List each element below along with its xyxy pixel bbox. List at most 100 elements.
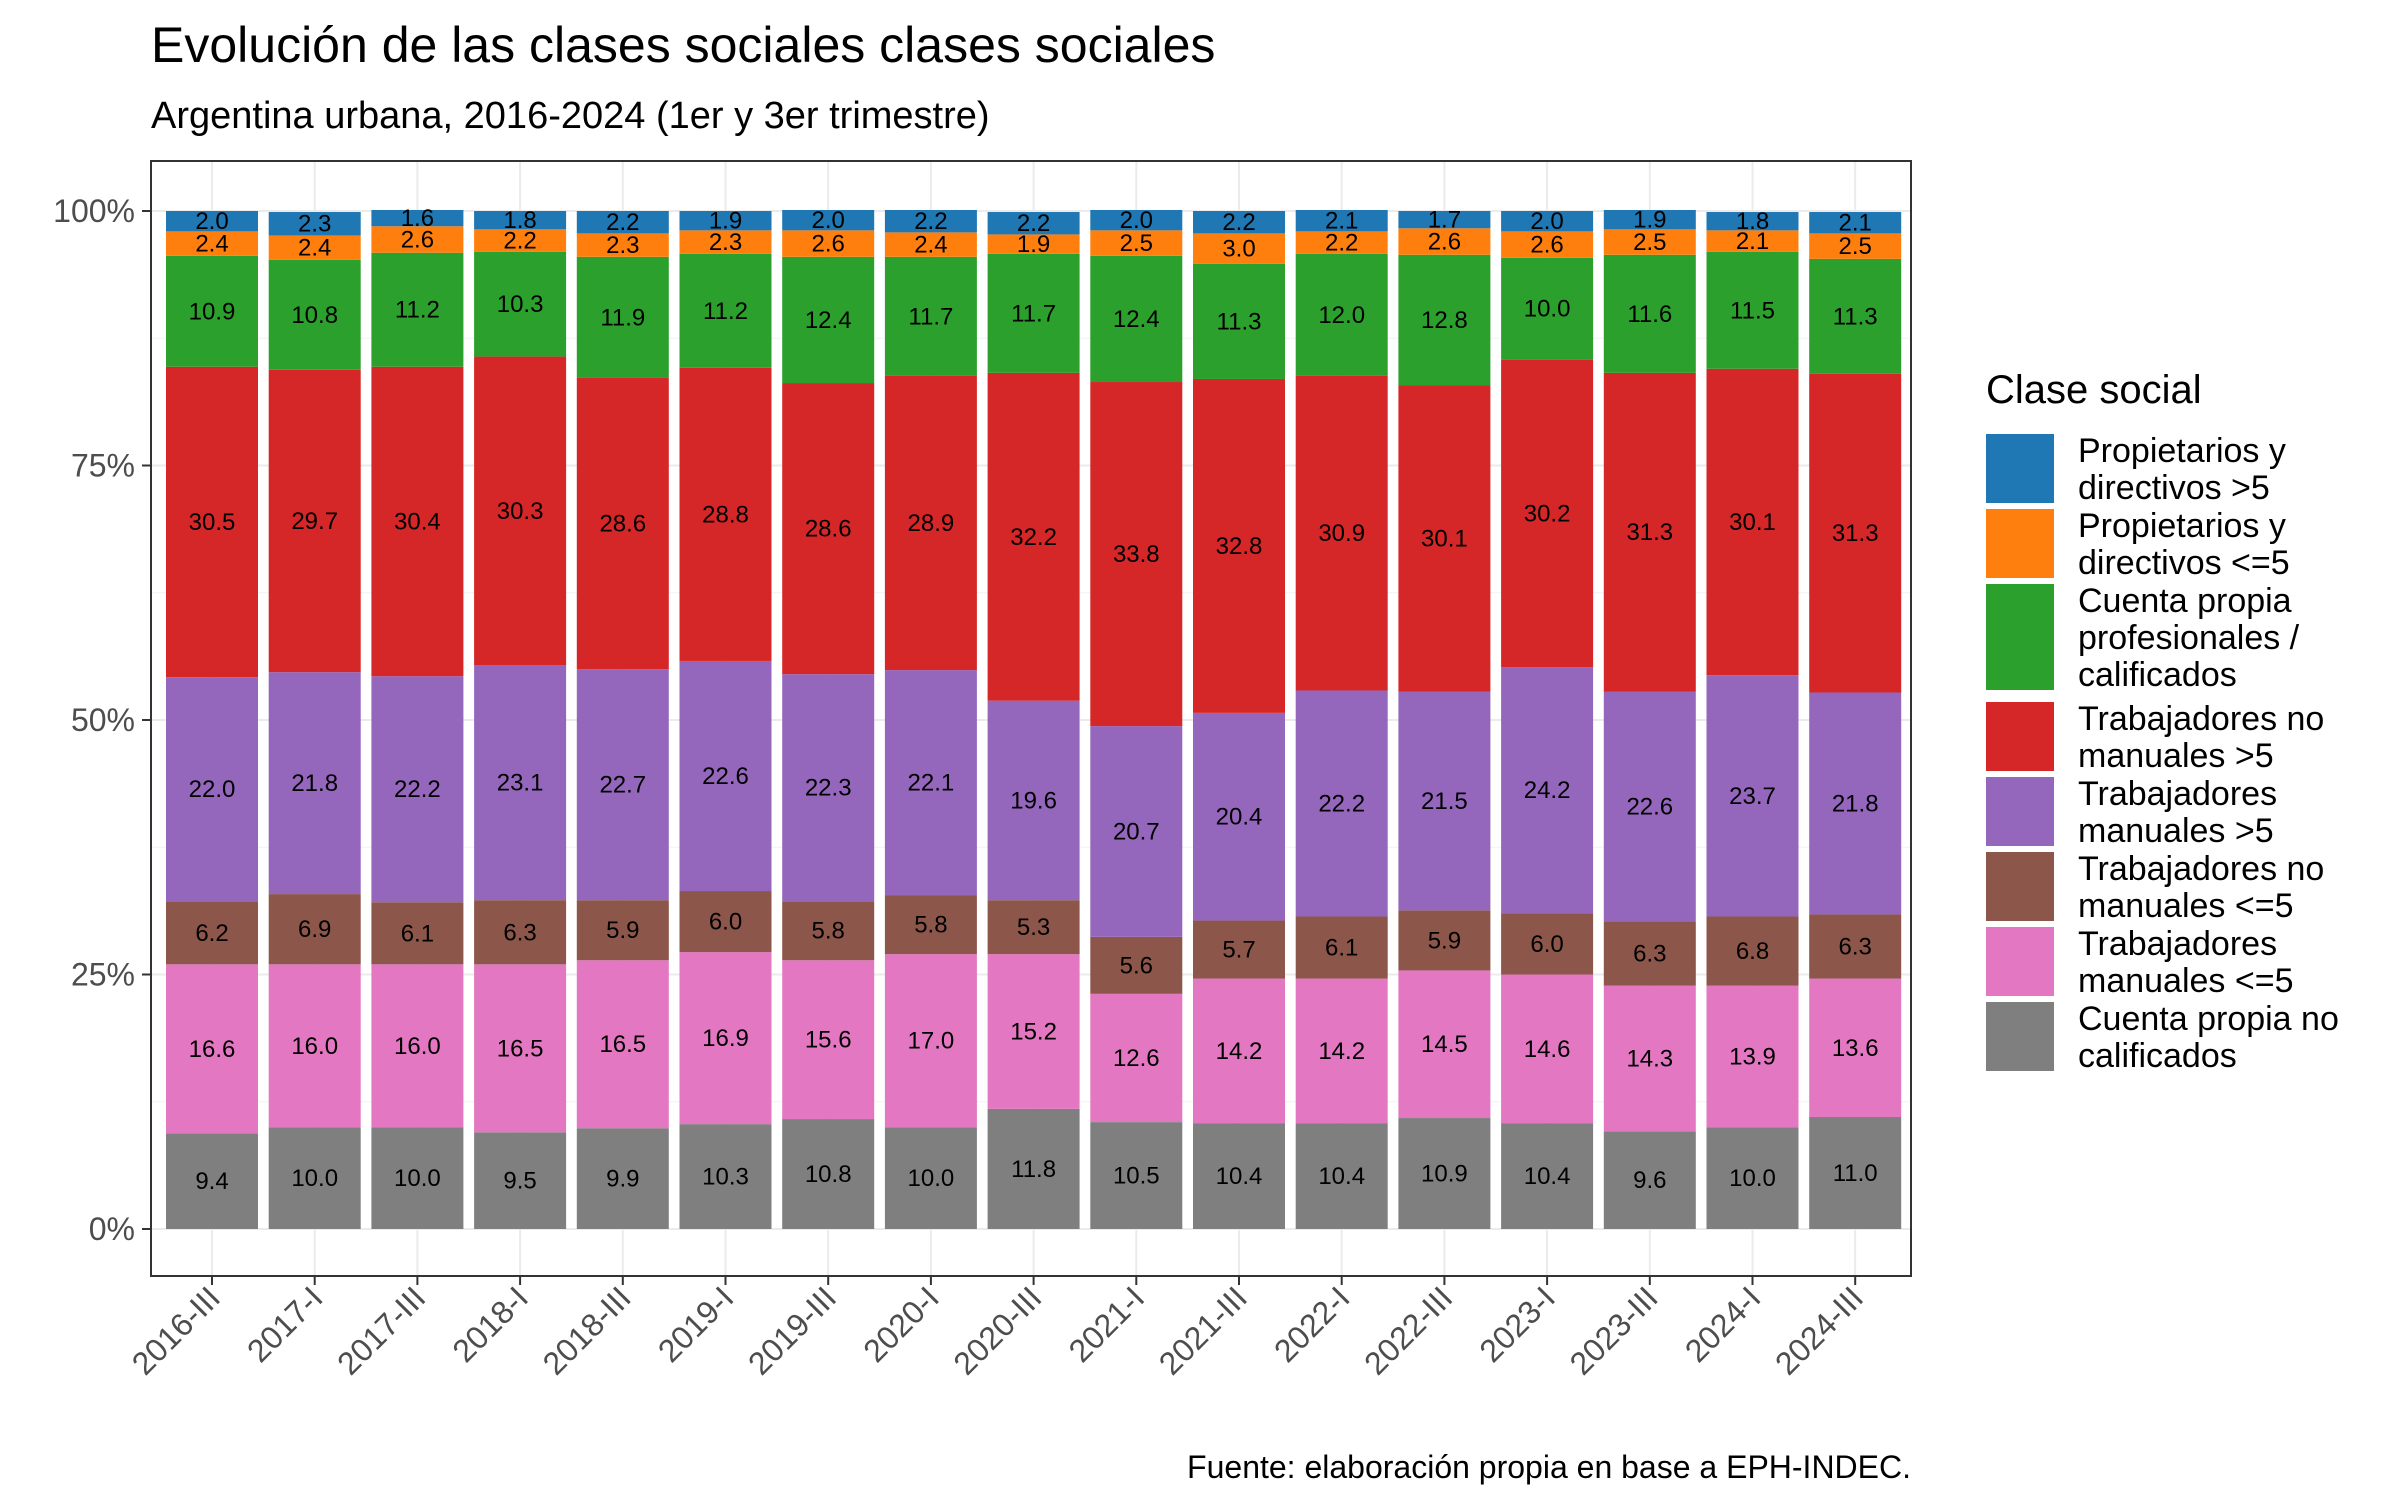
- data-label: 16.9: [702, 1025, 749, 1052]
- legend-label: Trabajadores no manuales >5: [2078, 700, 2324, 775]
- legend-label-line: Propietarios y: [2078, 507, 2286, 545]
- legend-label: Trabajadores manuales <=5: [2078, 925, 2294, 1000]
- bar-segment: [782, 901, 875, 961]
- data-label: 28.6: [805, 516, 852, 543]
- bar-segment: [1706, 251, 1799, 369]
- bar-segment: [1398, 254, 1491, 386]
- bar-segment: [1090, 255, 1183, 383]
- bar-segment: [371, 252, 464, 367]
- bar-segment: [576, 960, 669, 1129]
- bar-segment: [1501, 1123, 1594, 1229]
- bar-segment: [782, 960, 875, 1120]
- data-label: 21.8: [1832, 790, 1879, 817]
- legend-key: [1986, 584, 2054, 690]
- data-label: 1.8: [1736, 208, 1769, 235]
- legend-label-line: Trabajadores no: [2078, 700, 2324, 738]
- data-label: 5.7: [1222, 937, 1255, 964]
- data-label: 6.3: [1633, 941, 1666, 968]
- legend-key: [1986, 927, 2054, 996]
- data-label: 11.5: [1730, 297, 1775, 324]
- data-label: 12.8: [1421, 307, 1468, 334]
- x-tick-label: 2022-I: [1267, 1279, 1357, 1369]
- legend-label: Trabajadores manuales >5: [2078, 775, 2277, 850]
- bar-segment: [1603, 921, 1696, 986]
- data-label: 17.0: [908, 1028, 955, 1055]
- data-label: 1.9: [709, 208, 742, 235]
- x-tick-label: 2023-I: [1472, 1279, 1562, 1369]
- data-label: 12.4: [805, 307, 852, 334]
- data-label: 12.4: [1113, 306, 1160, 333]
- bar-segment: [679, 367, 772, 661]
- data-label: 2.1: [1736, 228, 1769, 255]
- x-tick-label: 2024-III: [1768, 1279, 1870, 1381]
- bar-segment: [1090, 993, 1183, 1123]
- bar-segment: [576, 1128, 669, 1229]
- data-label: 15.6: [805, 1027, 852, 1054]
- data-label: 22.3: [805, 775, 852, 802]
- data-label: 1.8: [503, 207, 536, 234]
- data-label: 22.2: [1318, 790, 1365, 817]
- legend-label-line: Trabajadores no: [2078, 850, 2324, 888]
- data-label: 10.0: [394, 1165, 441, 1192]
- bar-segment: [782, 1119, 875, 1229]
- bar-segment: [1398, 385, 1491, 692]
- data-label: 16.5: [599, 1031, 646, 1058]
- legend-key: [1986, 1002, 2054, 1071]
- data-label: 2.6: [1428, 229, 1461, 256]
- data-label: 21.8: [291, 770, 338, 797]
- bar-segment: [474, 1132, 567, 1229]
- x-tick-label: 2023-III: [1563, 1279, 1665, 1381]
- data-label: 14.6: [1524, 1036, 1571, 1063]
- legend-title: Clase social: [1986, 368, 2202, 412]
- data-label: 9.6: [1633, 1167, 1666, 1194]
- data-label: 9.5: [503, 1168, 536, 1195]
- bar-segment: [1603, 229, 1696, 255]
- bar-segment: [474, 356, 567, 666]
- bar-segment: [1809, 1117, 1902, 1229]
- data-label: 30.3: [497, 498, 544, 525]
- bar-segment: [1295, 231, 1388, 254]
- bar-segment: [1398, 228, 1491, 255]
- legend-label: Propietarios y directivos >5: [2078, 432, 2286, 507]
- data-label: 2.2: [1017, 210, 1050, 237]
- data-label: 28.6: [599, 511, 646, 538]
- bar-segment: [987, 700, 1080, 901]
- bar-segment: [1193, 978, 1285, 1124]
- bar-segment: [782, 256, 875, 384]
- x-tick-label: 2019-III: [741, 1279, 843, 1381]
- bar-segment: [371, 1127, 464, 1229]
- data-label: 2.5: [1633, 229, 1666, 256]
- data-label: 12.0: [1318, 302, 1365, 329]
- bar-segment: [1295, 253, 1388, 376]
- bar-segment: [1809, 212, 1902, 234]
- bar-segment: [679, 660, 772, 892]
- data-label: 6.1: [1325, 935, 1358, 962]
- data-label: 11.9: [600, 304, 645, 331]
- data-label: 10.0: [908, 1165, 955, 1192]
- data-label: 2.6: [401, 227, 434, 254]
- bar-segment: [1603, 372, 1696, 692]
- data-labels: 9.416.66.222.030.510.92.42.010.016.06.92…: [189, 205, 1879, 1195]
- data-label: 10.0: [1524, 296, 1571, 323]
- bar-segment: [987, 954, 1080, 1109]
- bar-segment: [884, 375, 977, 671]
- data-label: 10.4: [1524, 1163, 1571, 1190]
- data-label: 22.1: [908, 770, 955, 797]
- x-tick-label: 2019-I: [651, 1279, 741, 1369]
- bar-segment: [1706, 985, 1799, 1128]
- data-label: 28.9: [908, 510, 955, 537]
- data-label: 10.4: [1216, 1163, 1263, 1190]
- legend-key: [1986, 434, 2054, 503]
- bar-segment: [679, 211, 772, 231]
- legend-label-line: Propietarios y: [2078, 432, 2286, 470]
- bar-segment: [474, 211, 567, 230]
- bar-segment: [884, 232, 977, 257]
- bar-segment: [166, 1133, 258, 1229]
- data-label: 2.2: [503, 228, 536, 255]
- bars: [166, 209, 1902, 1229]
- bar-segment: [166, 255, 258, 367]
- chart-title: Evolución de las clases sociales clases …: [151, 17, 1215, 73]
- legend-label: Trabajadores no manuales <=5: [2078, 850, 2324, 925]
- data-label: 32.2: [1010, 524, 1057, 551]
